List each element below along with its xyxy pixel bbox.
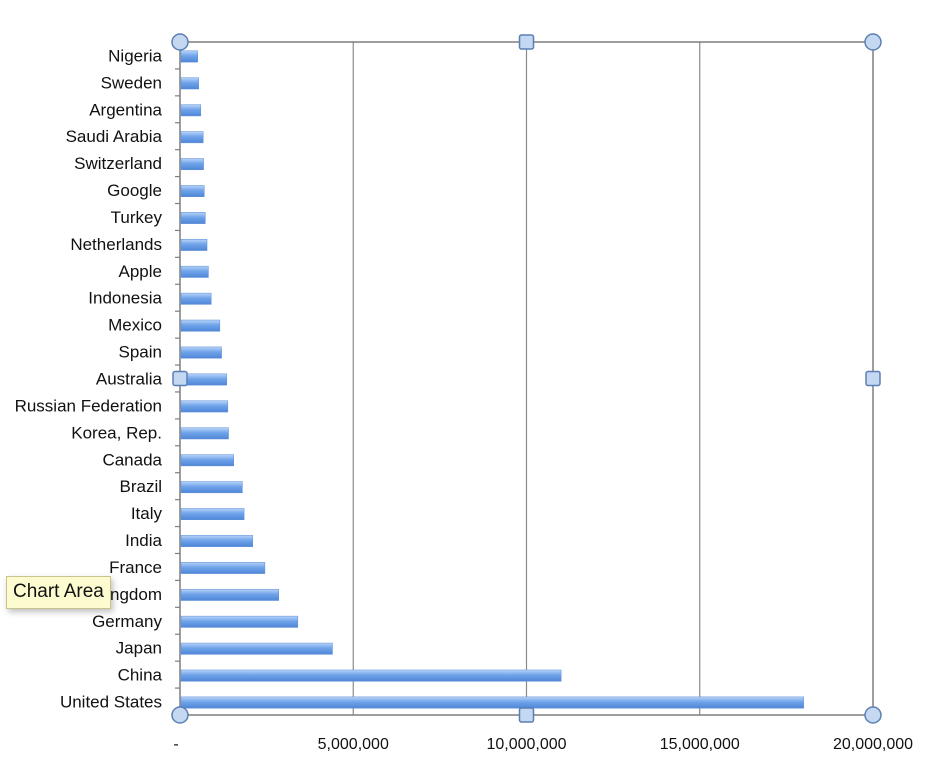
corner-resize-handle[interactable] — [864, 706, 882, 724]
category-label: Sweden — [101, 73, 162, 92]
x-tick-label: 10,000,000 — [486, 736, 566, 753]
bar — [180, 265, 209, 278]
x-tick-label: - — [173, 736, 178, 753]
bar — [180, 158, 204, 171]
category-label: India — [125, 531, 162, 550]
category-label: Korea, Rep. — [71, 423, 162, 442]
bar — [180, 400, 229, 413]
category-label: China — [118, 666, 163, 685]
chart-area-tooltip: Chart Area — [6, 576, 111, 609]
category-label: Mexico — [108, 316, 162, 335]
bar — [180, 50, 198, 63]
bar — [180, 642, 333, 655]
category-label: Google — [107, 181, 162, 200]
category-label: Netherlands — [70, 235, 162, 254]
selection-handles[interactable] — [171, 33, 882, 724]
bar — [180, 238, 208, 251]
category-label: Apple — [119, 262, 162, 281]
category-label: Saudi Arabia — [66, 127, 163, 146]
category-label: Indonesia — [88, 289, 162, 308]
bar — [180, 562, 266, 574]
x-axis-tick-labels: - 5,000,000 10,000,000 15,000,000 20,000,000 — [173, 736, 913, 753]
gridlines — [352, 42, 701, 715]
bar — [180, 481, 243, 494]
side-resize-handle[interactable] — [518, 34, 535, 50]
corner-resize-handle[interactable] — [864, 33, 882, 51]
bar — [180, 427, 229, 440]
category-label: Italy — [131, 504, 163, 523]
bar — [180, 346, 222, 359]
bar — [180, 373, 228, 386]
category-label: Spain — [119, 343, 162, 362]
category-label: Argentina — [89, 100, 162, 119]
bar — [180, 319, 221, 332]
bar — [180, 696, 804, 709]
category-label: Brazil — [119, 477, 162, 496]
side-resize-handle[interactable] — [172, 370, 188, 387]
side-resize-handle[interactable] — [865, 370, 881, 387]
category-label: Switzerland — [74, 154, 162, 173]
bar — [180, 212, 206, 224]
bar — [180, 588, 280, 601]
corner-resize-handle[interactable] — [171, 706, 189, 724]
bar — [180, 615, 299, 628]
bar — [180, 185, 205, 197]
category-label: Australia — [96, 370, 163, 389]
category-label: Japan — [116, 639, 162, 658]
bars — [180, 50, 804, 709]
category-label: Germany — [92, 612, 162, 631]
side-resize-handle[interactable] — [518, 707, 535, 723]
category-labels: United StatesChinaJapanGermanyUnited Kin… — [15, 46, 163, 711]
x-tick-label: 5,000,000 — [318, 736, 389, 753]
x-tick-label: 20,000,000 — [833, 736, 913, 753]
category-label: Turkey — [111, 208, 163, 227]
category-label: United States — [60, 693, 162, 712]
bar — [180, 104, 202, 117]
bar — [180, 77, 199, 90]
category-label: France — [109, 558, 162, 577]
category-label: Russian Federation — [15, 396, 162, 415]
bar — [180, 454, 234, 467]
bar — [180, 508, 245, 521]
corner-resize-handle[interactable] — [171, 33, 189, 51]
bar — [180, 292, 212, 305]
category-label: Nigeria — [108, 46, 162, 65]
bar — [180, 535, 254, 547]
bar — [180, 131, 204, 144]
category-label: Canada — [102, 450, 162, 469]
x-tick-label: 15,000,000 — [660, 736, 740, 753]
bar — [180, 669, 562, 682]
